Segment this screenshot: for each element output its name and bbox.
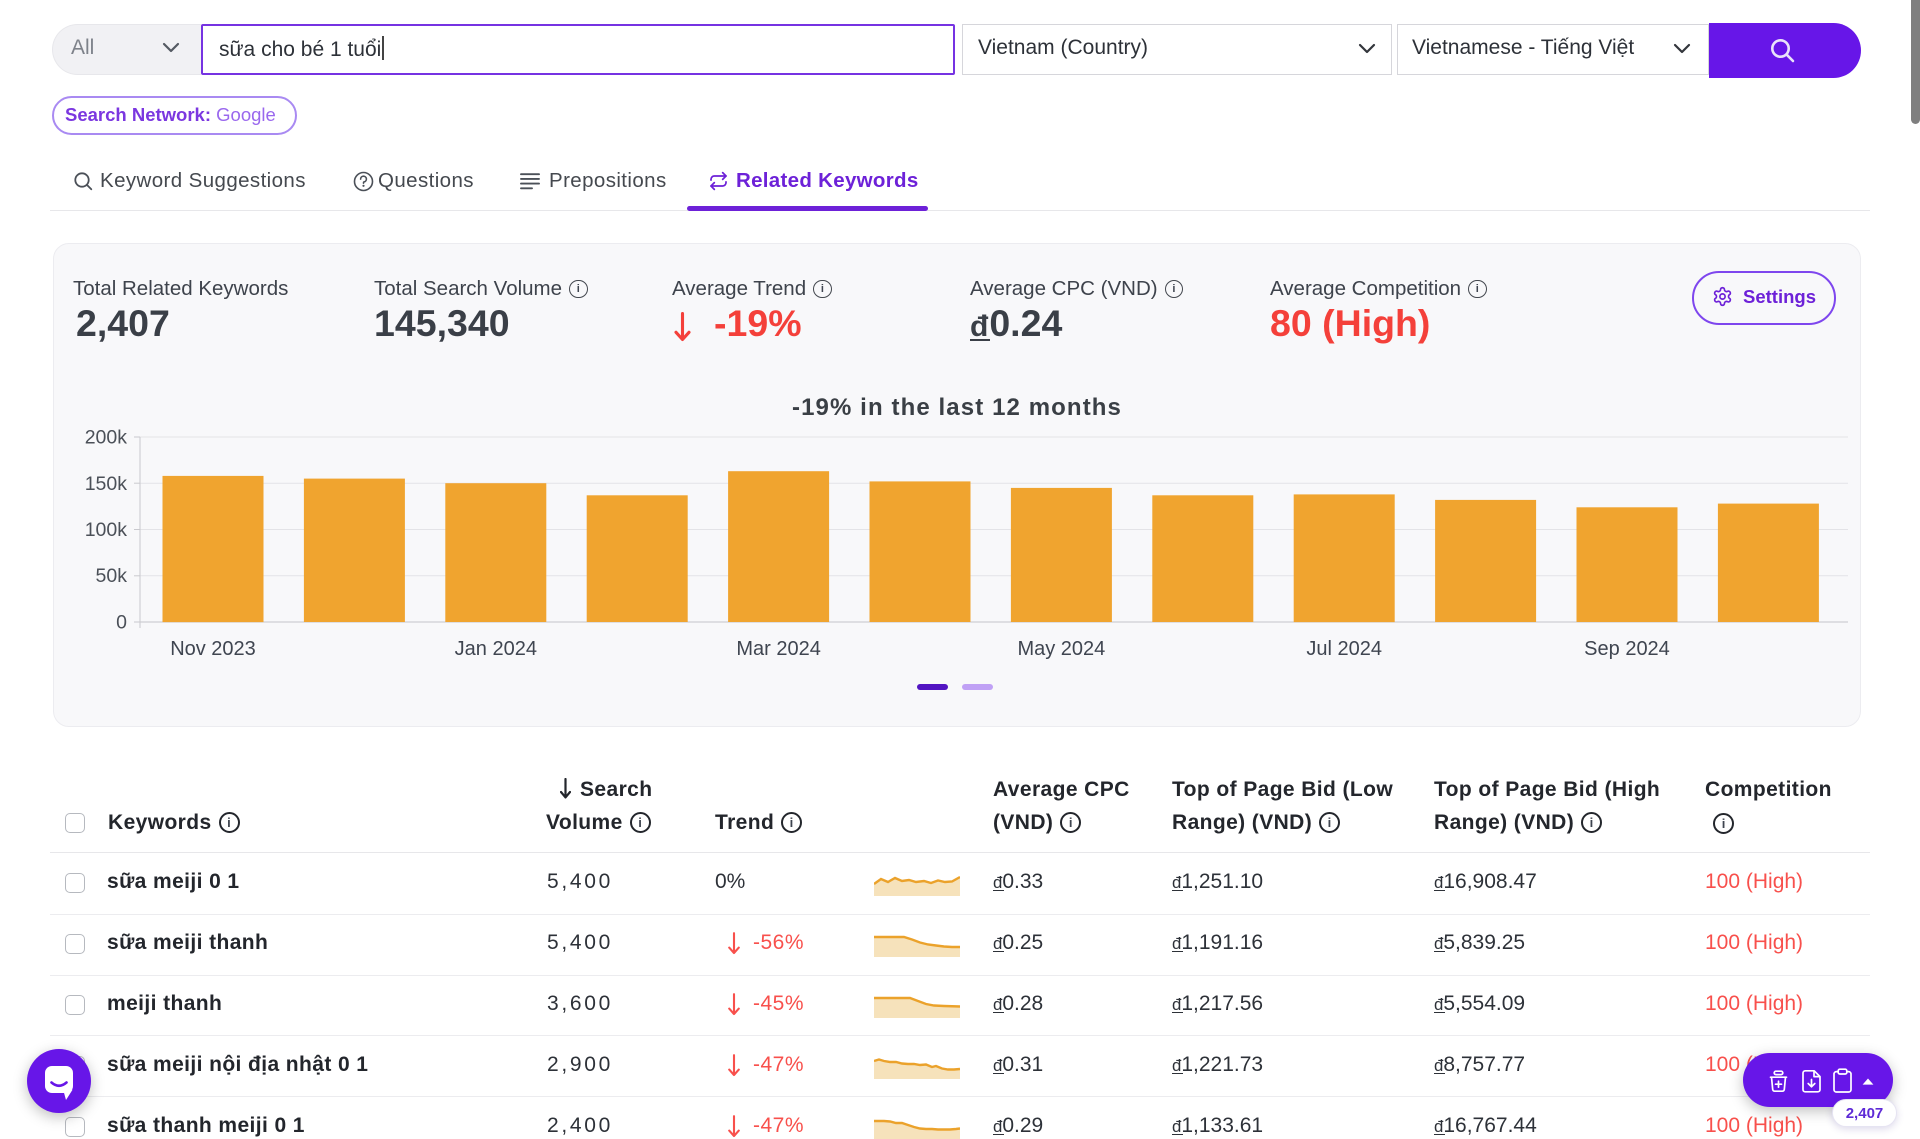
svg-text:Nov 2023: Nov 2023 xyxy=(170,638,256,660)
svg-text:Jul 2024: Jul 2024 xyxy=(1306,638,1382,660)
svg-text:May 2024: May 2024 xyxy=(1017,638,1105,660)
svg-text:Mar 2024: Mar 2024 xyxy=(736,638,821,660)
svg-text:100k: 100k xyxy=(85,519,128,541)
svg-text:0: 0 xyxy=(116,612,127,634)
svg-text:Jan 2024: Jan 2024 xyxy=(455,638,537,660)
svg-text:Sep 2024: Sep 2024 xyxy=(1584,638,1670,660)
svg-text:50k: 50k xyxy=(96,565,128,587)
svg-text:200k: 200k xyxy=(85,427,128,449)
svg-text:150k: 150k xyxy=(85,473,128,495)
